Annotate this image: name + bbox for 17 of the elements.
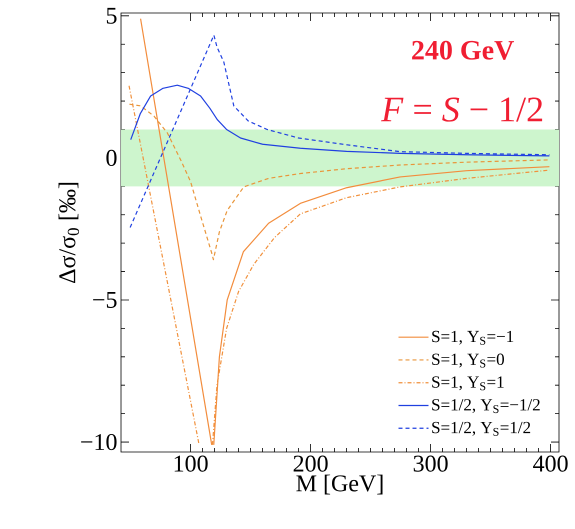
annotation: F = S − 1/2 — [381, 97, 542, 122]
x-tick-label: 300 — [414, 456, 448, 472]
legend-label: S=1/2, Y$_{S}$=1/2 — [432, 422, 530, 436]
y-tick-label: 0 — [106, 150, 117, 166]
x-tick-label: 200 — [294, 456, 328, 472]
legend-label: S=1/2, Y$_{S}$=−1/2 — [432, 399, 540, 414]
x-tick-label: 400 — [533, 456, 568, 472]
y-tick-label: 5 — [106, 8, 117, 24]
legend-label: S=1, Y$_{S}$=−1 — [432, 330, 514, 345]
y-tick-label: −10 — [81, 434, 117, 450]
x-tick-label: 100 — [174, 456, 208, 472]
legend-label: S=1, Y$_{S}$=0 — [432, 354, 504, 368]
x-axis-title: M [GeV] — [296, 474, 383, 494]
annotation: 240 GeV — [412, 40, 514, 60]
y-tick-label: −5 — [93, 292, 117, 308]
legend-label: S=1, Y$_{S}$=1 — [432, 376, 504, 390]
y-axis-title: Δσ/σ$_{0}$ [‰] — [58, 182, 80, 284]
